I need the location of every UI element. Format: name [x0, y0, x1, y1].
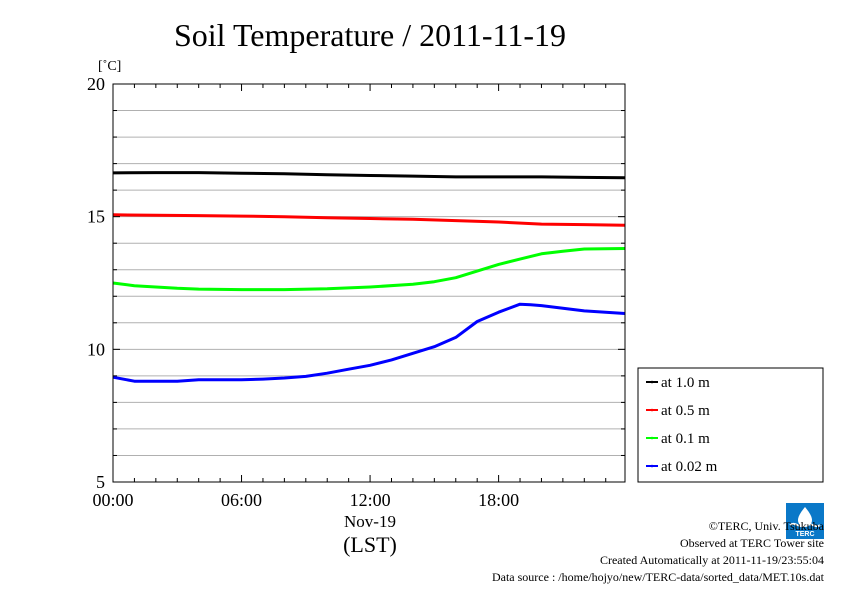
series-lines	[112, 171, 626, 383]
data-source-text: Data source : /home/hojyo/new/TERC-data/…	[491, 570, 824, 584]
legend-label: at 0.02 m	[661, 459, 718, 475]
observed-at-text: Observed at TERC Tower site	[679, 536, 824, 550]
legend-swatch-dot	[650, 464, 654, 468]
svg-text:TERC: TERC	[795, 531, 814, 538]
legend-label: at 1.0 m	[661, 375, 710, 391]
chart-title: Soil Temperature / 2011-11-19	[174, 17, 566, 53]
grid-lines	[113, 110, 625, 456]
legend-label: at 0.5 m	[661, 403, 710, 419]
legend-swatch-dot	[650, 408, 654, 412]
created-at-text: Created Automatically at 2011-11-19/23:5…	[599, 553, 824, 567]
x-tick-label: 06:00	[221, 490, 262, 510]
x-axis-timezone-label: (LST)	[343, 532, 397, 557]
x-tick-label: 12:00	[350, 490, 391, 510]
x-tick-label: 18:00	[478, 490, 519, 510]
series-line-at-0-1-m	[112, 247, 626, 292]
legend-label: at 0.1 m	[661, 431, 710, 447]
terc-logo: TERC	[786, 503, 824, 539]
legend-swatch-dot	[650, 436, 654, 440]
x-tick-label: 00:00	[92, 490, 133, 510]
x-axis-date-label: Nov-19	[344, 512, 396, 531]
plot-frame	[112, 83, 626, 483]
legend-box	[637, 367, 824, 483]
legend: at 1.0 m at 0.5 m at 0.1 m at 0.02 m	[637, 367, 824, 483]
y-tick-label: 15	[87, 207, 105, 227]
copyright-text: ©TERC, Univ. Tsukuba	[708, 519, 824, 533]
y-tick-label: 5	[96, 472, 105, 492]
y-tick-label: 10	[87, 339, 105, 359]
series-line-at-1-0-m	[112, 171, 626, 180]
y-tick-label: 20	[87, 74, 105, 94]
y-axis-label: [˚C]	[98, 59, 121, 74]
series-line-at-0-5-m	[112, 213, 626, 227]
legend-swatch-dot	[650, 380, 654, 384]
series-line-at-0-02-m	[112, 302, 626, 383]
axis-ticks: 5 10 15 20 00:00 06:00 12:00 18:00	[87, 74, 625, 510]
